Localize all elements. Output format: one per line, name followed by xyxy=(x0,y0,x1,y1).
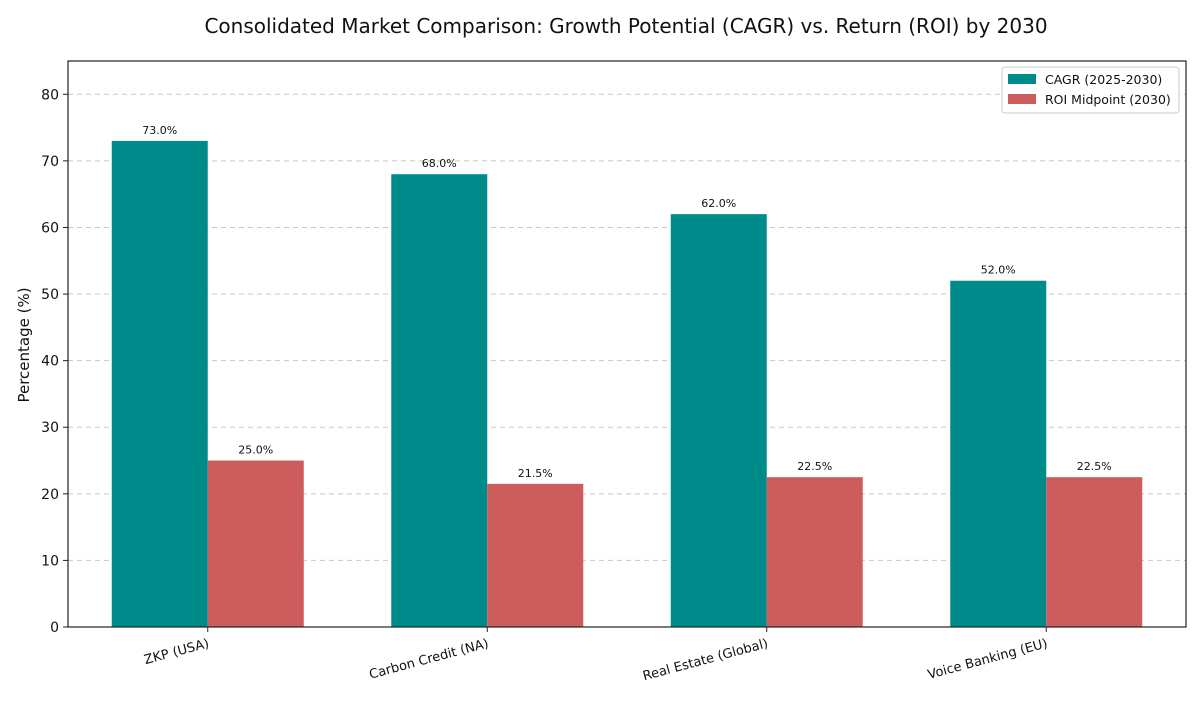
data-labels: 73.0% 25.0% 68.0% 21.5% 62.0% 22.5% 52.0% 22.5% xyxy=(142,124,1111,480)
cagr-data-label: 62.0% xyxy=(701,197,736,210)
legend-swatch xyxy=(1008,74,1036,84)
cagr-bar xyxy=(391,174,488,627)
legend-box xyxy=(1001,66,1180,114)
cagr-bar xyxy=(111,140,208,627)
legend-label: ROI Midpoint (2030) xyxy=(1045,92,1171,107)
chart-title: Consolidated Market Comparison: Growth P… xyxy=(204,14,1047,38)
roi-data-label: 22.5% xyxy=(797,460,832,473)
x-axis-ticks: ZKP (USA) Carbon Credit (NA) Real Estate (… xyxy=(143,627,1049,684)
cagr-bar xyxy=(950,280,1047,627)
cagr-data-label: 68.0% xyxy=(422,157,457,170)
roi-bar xyxy=(207,460,304,627)
roi-data-label: 22.5% xyxy=(1077,460,1112,473)
y-tick-label: 60 xyxy=(41,220,59,236)
y-tick-label: 0 xyxy=(50,620,59,636)
x-tick-label: Real Estate (Global) xyxy=(641,636,770,684)
cagr-bar xyxy=(670,214,767,627)
legend-swatch xyxy=(1008,94,1036,104)
y-tick-label: 40 xyxy=(41,354,59,370)
plot-frame xyxy=(67,60,1187,628)
roi-bar xyxy=(766,477,863,627)
cagr-data-label: 73.0% xyxy=(142,124,177,137)
roi-data-label: 21.5% xyxy=(518,467,553,480)
y-tick-label: 20 xyxy=(41,487,59,503)
y-axis-label: Percentage (%) xyxy=(15,287,33,402)
cagr-data-label: 52.0% xyxy=(981,264,1016,277)
bars xyxy=(111,140,1143,627)
x-tick-label: ZKP (USA) xyxy=(143,636,211,668)
y-tick-label: 70 xyxy=(41,154,59,170)
roi-data-label: 25.0% xyxy=(238,444,273,457)
roi-bar xyxy=(1046,477,1143,627)
legend-label: CAGR (2025-2030) xyxy=(1045,72,1162,87)
y-tick-label: 10 xyxy=(41,553,59,569)
y-axis-ticks: 0 10 20 30 40 50 60 70 80 xyxy=(41,87,68,636)
x-tick-label: Voice Banking (EU) xyxy=(926,636,1049,682)
y-tick-label: 30 xyxy=(41,420,59,436)
y-tick-label: 80 xyxy=(41,87,59,103)
y-tick-label: 50 xyxy=(41,287,59,303)
roi-bar xyxy=(487,483,584,627)
x-tick-label: Carbon Credit (NA) xyxy=(368,636,491,682)
legend: CAGR (2025-2030) ROI Midpoint (2030) xyxy=(1001,66,1180,114)
